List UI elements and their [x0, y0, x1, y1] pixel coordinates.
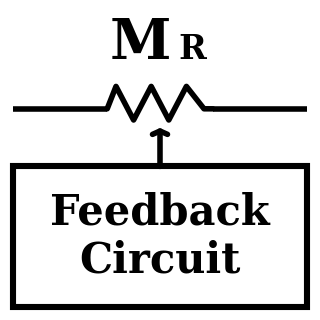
- Text: M: M: [110, 16, 172, 71]
- Text: Feedback: Feedback: [50, 192, 270, 234]
- Text: R: R: [178, 33, 206, 66]
- Bar: [13, 166, 307, 307]
- Text: Circuit: Circuit: [79, 240, 241, 282]
